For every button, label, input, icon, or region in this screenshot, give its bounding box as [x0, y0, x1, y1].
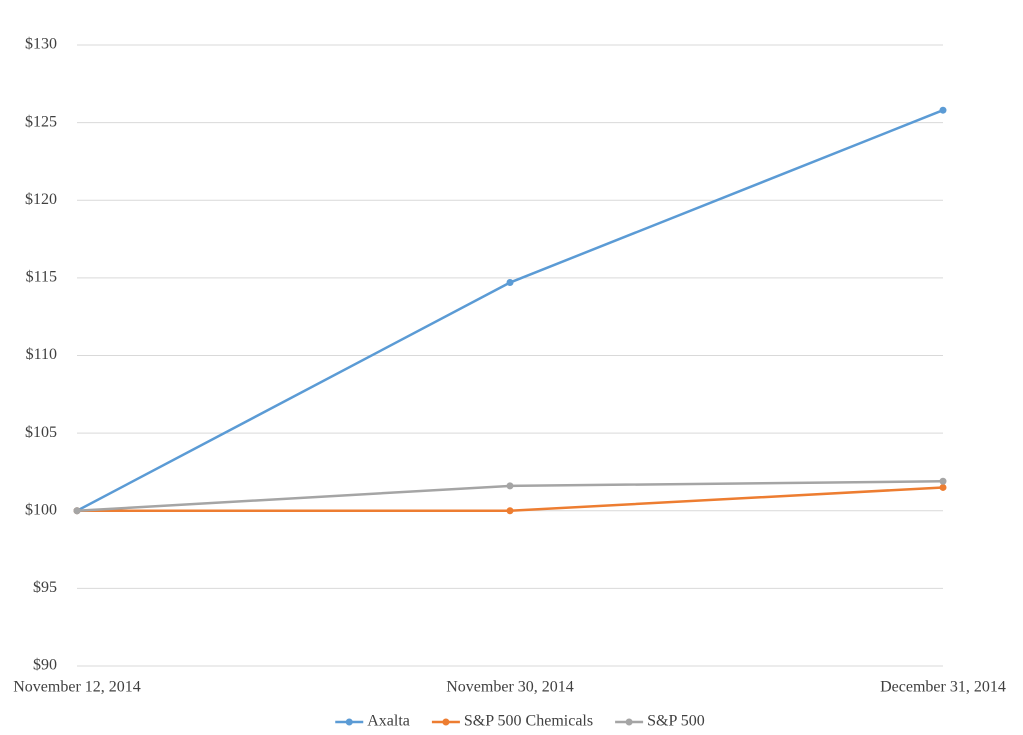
y-tick-label: $90 [33, 657, 57, 674]
legend-label: Axalta [367, 713, 410, 730]
data-point [939, 477, 947, 485]
data-point [939, 483, 947, 491]
y-tick-label: $110 [26, 346, 57, 363]
x-tick-label: November 30, 2014 [446, 679, 574, 696]
y-tick-label: $130 [25, 36, 57, 53]
data-point [939, 106, 947, 114]
legend-item: S&P 500 Chemicals [431, 713, 593, 730]
y-tick-label: $120 [25, 191, 57, 208]
data-point [506, 507, 514, 515]
legend-item: S&P 500 [615, 713, 705, 730]
legend-marker [625, 718, 633, 726]
y-tick-label: $105 [25, 424, 57, 441]
x-tick-label: November 12, 2014 [13, 679, 141, 696]
legend-marker [345, 718, 353, 726]
y-tick-label: $125 [25, 113, 57, 130]
data-point [73, 507, 81, 515]
legend-label: S&P 500 Chemicals [464, 713, 593, 730]
legend-item: Axalta [335, 713, 410, 730]
x-tick-label: December 31, 2014 [880, 679, 1006, 696]
legend-label: S&P 500 [647, 713, 705, 730]
y-tick-label: $115 [26, 269, 57, 286]
data-point [506, 482, 514, 490]
y-tick-label: $95 [33, 579, 57, 596]
legend-marker [442, 718, 450, 726]
data-point [506, 279, 514, 287]
series-line [76, 109, 944, 512]
y-tick-label: $100 [25, 501, 57, 518]
